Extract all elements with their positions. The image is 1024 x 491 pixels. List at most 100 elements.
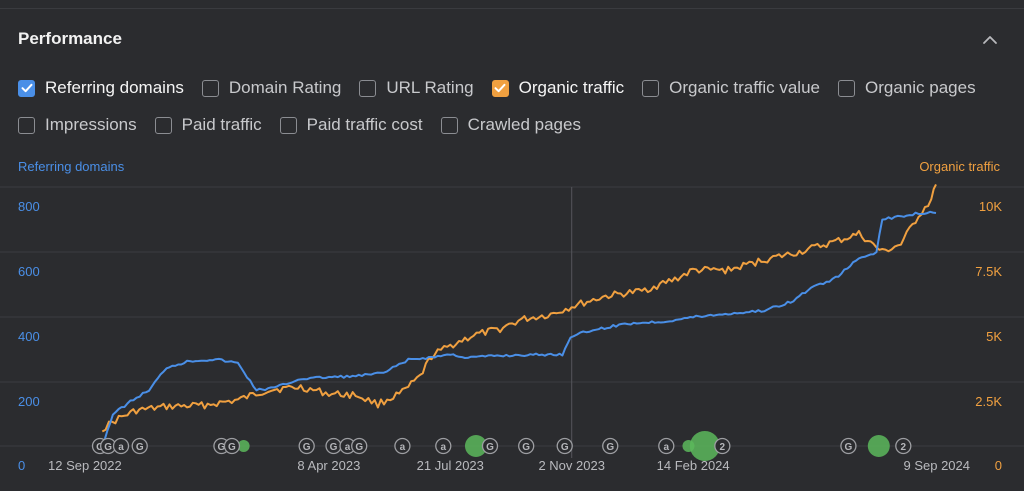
annotation-marker-icon[interactable]: G: [351, 437, 368, 455]
checkbox-impressions[interactable]: Impressions: [18, 115, 137, 135]
panel-title: Performance: [18, 29, 122, 48]
right-tick-label: 0: [995, 458, 1002, 473]
right-tick-label: 5K: [986, 329, 1002, 344]
checkbox-unchecked-icon[interactable]: [359, 79, 377, 97]
annotation-marker-glyph: a: [440, 442, 446, 453]
checkbox-label: Domain Rating: [228, 78, 342, 97]
annotation-marker-glyph: G: [522, 442, 530, 453]
annotation-marker-ring: [112, 437, 130, 455]
annotation-marker-icon[interactable]: G: [325, 437, 342, 455]
annotation-marker-ring: [481, 437, 499, 455]
checkbox-paid-traffic[interactable]: Paid traffic: [154, 115, 262, 135]
annotation-marker-ring: [840, 437, 857, 455]
annotation-marker-glyph: a: [400, 442, 406, 453]
checkbox-organic-traffic[interactable]: Organic traffic: [491, 78, 625, 98]
left-tick-label: 0: [18, 458, 25, 473]
metric-checkbox-row-2: Impressions Paid traffic Paid traffic cost…: [18, 115, 599, 135]
annotation-marker-glyph: G: [561, 442, 569, 453]
checkbox-label: Paid traffic: [181, 115, 262, 134]
right-axis-title: Organic traffic: [919, 159, 1000, 174]
annotation-marker-icon[interactable]: 2: [714, 437, 731, 455]
checkbox-unchecked-icon[interactable]: [838, 79, 855, 97]
annotation-marker-icon[interactable]: G: [298, 437, 315, 455]
checkbox-url-rating[interactable]: URL Rating: [359, 78, 474, 98]
annotation-marker-ring: [602, 437, 619, 455]
google-update-event-marker: [689, 431, 720, 461]
annotation-marker-icon[interactable]: G: [556, 437, 573, 455]
checkbox-unchecked-icon[interactable]: [440, 116, 458, 134]
checkbox-domain-rating[interactable]: Domain Rating: [201, 78, 342, 98]
annotation-marker-glyph: G: [486, 442, 494, 453]
collapse-chevron-up-icon[interactable]: [980, 30, 1000, 50]
checkbox-unchecked-icon[interactable]: [154, 116, 172, 134]
annotation-marker-icon[interactable]: a: [658, 437, 675, 455]
annotation-marker-icon[interactable]: a: [394, 437, 411, 455]
checkbox-unchecked-icon[interactable]: [201, 79, 219, 97]
google-update-event-marker: [464, 435, 487, 457]
left-tick-label: 800: [18, 199, 40, 214]
annotation-marker-ring: [223, 437, 241, 455]
checkbox-unchecked-icon[interactable]: [279, 116, 297, 134]
annotation-marker-glyph: G: [96, 442, 104, 453]
x-tick-label: 14 Feb 2024: [657, 458, 730, 473]
checkbox-checked-icon[interactable]: [491, 79, 509, 97]
metric-checkbox-row-1: Referring domains Domain Rating URL Rating…: [18, 78, 994, 98]
checkbox-label: Organic traffic: [518, 78, 625, 97]
annotation-marker-icon[interactable]: a: [435, 437, 452, 455]
checkbox-organic-pages[interactable]: Organic pages: [838, 78, 976, 98]
annotation-marker-ring: [895, 437, 912, 455]
annotation-marker-glyph: 2: [901, 442, 907, 453]
annotation-marker-icon[interactable]: 2: [895, 437, 912, 455]
annotation-marker-icon[interactable]: G: [840, 437, 857, 455]
annotation-marker-ring: [556, 437, 573, 455]
right-tick-label: 7.5K: [975, 264, 1002, 279]
annotation-marker-glyph: G: [330, 442, 338, 453]
checkbox-crawled-pages[interactable]: Crawled pages: [440, 115, 581, 135]
annotation-marker-icon[interactable]: a: [112, 437, 130, 455]
checkbox-label: Crawled pages: [467, 115, 581, 134]
checkbox-referring-domains[interactable]: Referring domains: [18, 78, 184, 98]
annotation-marker-icon[interactable]: a: [339, 437, 356, 455]
left-tick-label: 200: [18, 394, 40, 409]
annotation-marker-glyph: a: [664, 442, 670, 453]
google-update-event-marker: [237, 440, 250, 452]
x-tick-label: 12 Sep 2022: [48, 458, 122, 473]
annotation-marker-ring: [518, 437, 535, 455]
left-axis-title: Referring domains: [18, 159, 125, 174]
annotation-marker-glyph: G: [606, 442, 614, 453]
annotation-marker-glyph: G: [303, 442, 311, 453]
annotation-marker-ring: [714, 437, 731, 455]
checkbox-unchecked-icon[interactable]: [18, 116, 35, 134]
annotation-marker-ring: [298, 437, 315, 455]
checkbox-label: Organic traffic value: [669, 78, 820, 97]
x-tick-label: 2 Nov 2023: [538, 458, 605, 473]
checkbox-label: URL Rating: [386, 78, 474, 97]
checkbox-paid-traffic-cost[interactable]: Paid traffic cost: [279, 115, 423, 135]
annotation-marker-glyph: G: [355, 442, 363, 453]
referring-domains-line: [101, 210, 937, 446]
organic-traffic-line: [101, 183, 937, 433]
google-update-event-marker: [867, 435, 890, 457]
annotation-marker-ring: [394, 437, 411, 455]
annotation-marker-icon[interactable]: G: [481, 437, 499, 455]
left-tick-label: 600: [18, 264, 40, 279]
checkbox-organic-traffic-value[interactable]: Organic traffic value: [642, 78, 820, 98]
x-tick-label: 21 Jul 2023: [417, 458, 484, 473]
right-tick-label: 2.5K: [975, 394, 1002, 409]
x-tick-label: 8 Apr 2023: [297, 458, 360, 473]
checkbox-label: Paid traffic cost: [306, 115, 423, 134]
annotation-marker-glyph: G: [136, 442, 144, 453]
annotation-marker-icon[interactable]: G: [602, 437, 619, 455]
left-tick-label: 400: [18, 329, 40, 344]
checkbox-checked-icon[interactable]: [18, 79, 35, 97]
right-tick-label: 10K: [979, 199, 1002, 214]
annotation-marker-icon[interactable]: G: [223, 437, 241, 455]
annotation-marker-ring: [131, 437, 148, 455]
annotation-marker-ring: [435, 437, 452, 455]
checkbox-unchecked-icon[interactable]: [642, 79, 660, 97]
annotation-marker-glyph: G: [228, 442, 236, 453]
annotation-marker-icon[interactable]: G: [131, 437, 148, 455]
annotation-marker-icon[interactable]: G: [518, 437, 535, 455]
